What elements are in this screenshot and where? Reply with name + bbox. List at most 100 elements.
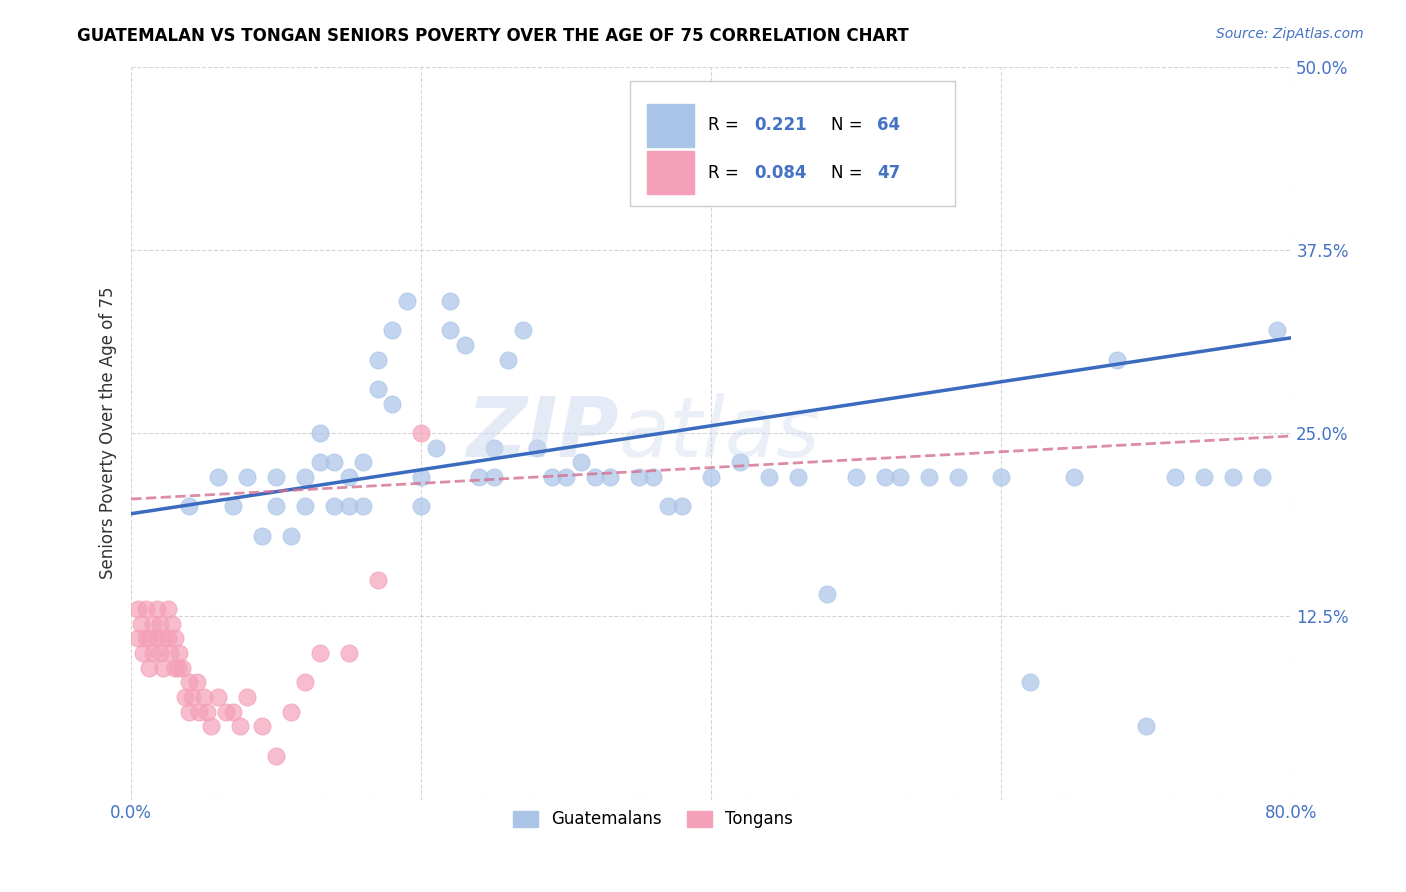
Point bbox=[236, 470, 259, 484]
Point bbox=[179, 675, 201, 690]
Point bbox=[308, 455, 330, 469]
Text: 0.084: 0.084 bbox=[754, 164, 807, 182]
Point bbox=[207, 470, 229, 484]
Point bbox=[1194, 470, 1216, 484]
Point bbox=[207, 690, 229, 704]
Point bbox=[540, 470, 562, 484]
Point bbox=[381, 397, 404, 411]
Point bbox=[337, 646, 360, 660]
Text: GUATEMALAN VS TONGAN SENIORS POVERTY OVER THE AGE OF 75 CORRELATION CHART: GUATEMALAN VS TONGAN SENIORS POVERTY OVE… bbox=[77, 27, 910, 45]
Point bbox=[1107, 352, 1129, 367]
Point bbox=[128, 602, 150, 616]
Point bbox=[236, 690, 259, 704]
Point bbox=[1265, 323, 1288, 337]
Point bbox=[131, 616, 153, 631]
Point bbox=[482, 470, 505, 484]
Text: 47: 47 bbox=[877, 164, 900, 182]
Text: R =: R = bbox=[707, 164, 744, 182]
Point bbox=[583, 470, 606, 484]
Point bbox=[250, 529, 273, 543]
Text: Source: ZipAtlas.com: Source: ZipAtlas.com bbox=[1216, 27, 1364, 41]
Point bbox=[294, 470, 316, 484]
Point bbox=[152, 632, 174, 646]
Point bbox=[159, 646, 181, 660]
Point bbox=[280, 705, 302, 719]
Point bbox=[181, 690, 204, 704]
Point bbox=[156, 602, 179, 616]
Point bbox=[1222, 470, 1244, 484]
Point bbox=[152, 660, 174, 674]
Point bbox=[1135, 719, 1157, 733]
Point bbox=[990, 470, 1012, 484]
Point bbox=[454, 338, 477, 352]
Point bbox=[142, 616, 165, 631]
Point bbox=[381, 323, 404, 337]
Point bbox=[142, 646, 165, 660]
Point bbox=[367, 573, 389, 587]
Point bbox=[179, 500, 201, 514]
Point bbox=[643, 470, 665, 484]
Point bbox=[294, 675, 316, 690]
Point bbox=[367, 352, 389, 367]
Point bbox=[918, 470, 941, 484]
Point bbox=[599, 470, 621, 484]
Point bbox=[186, 675, 208, 690]
Point bbox=[264, 470, 287, 484]
Point bbox=[730, 455, 752, 469]
Point bbox=[555, 470, 578, 484]
FancyBboxPatch shape bbox=[630, 81, 955, 206]
Point bbox=[229, 719, 252, 733]
Point bbox=[337, 500, 360, 514]
Point bbox=[569, 455, 592, 469]
Point bbox=[815, 587, 838, 601]
Point bbox=[425, 441, 447, 455]
Point bbox=[627, 470, 650, 484]
Point bbox=[146, 602, 169, 616]
Y-axis label: Seniors Poverty Over the Age of 75: Seniors Poverty Over the Age of 75 bbox=[100, 287, 117, 579]
Point bbox=[323, 455, 346, 469]
Point bbox=[411, 470, 433, 484]
Point bbox=[657, 500, 679, 514]
Point bbox=[163, 660, 186, 674]
Point bbox=[875, 470, 897, 484]
Point bbox=[264, 748, 287, 763]
Point bbox=[193, 690, 215, 704]
Point bbox=[411, 500, 433, 514]
Point bbox=[1019, 675, 1042, 690]
Point bbox=[395, 294, 418, 309]
Point bbox=[149, 616, 172, 631]
Point bbox=[845, 470, 868, 484]
Point bbox=[222, 705, 245, 719]
Text: R =: R = bbox=[707, 116, 744, 134]
Point bbox=[160, 616, 183, 631]
Point bbox=[138, 660, 160, 674]
Point bbox=[145, 632, 167, 646]
Point bbox=[308, 646, 330, 660]
Point bbox=[280, 529, 302, 543]
Point bbox=[200, 719, 222, 733]
Point bbox=[512, 323, 534, 337]
Point bbox=[468, 470, 491, 484]
Point bbox=[439, 294, 461, 309]
Text: N =: N = bbox=[831, 116, 868, 134]
Point bbox=[889, 470, 911, 484]
Point bbox=[138, 632, 160, 646]
Point bbox=[352, 455, 374, 469]
Point bbox=[195, 705, 218, 719]
Point bbox=[758, 470, 780, 484]
Point bbox=[250, 719, 273, 733]
Text: N =: N = bbox=[831, 164, 868, 182]
Point bbox=[163, 632, 186, 646]
Point bbox=[149, 646, 172, 660]
Point bbox=[700, 470, 723, 484]
Point bbox=[132, 646, 155, 660]
Point bbox=[166, 660, 188, 674]
Point bbox=[174, 690, 197, 704]
Point bbox=[1164, 470, 1187, 484]
Point bbox=[352, 500, 374, 514]
Point bbox=[179, 705, 201, 719]
Point bbox=[526, 441, 548, 455]
Point bbox=[498, 352, 520, 367]
Point bbox=[367, 382, 389, 396]
Point bbox=[1251, 470, 1274, 484]
